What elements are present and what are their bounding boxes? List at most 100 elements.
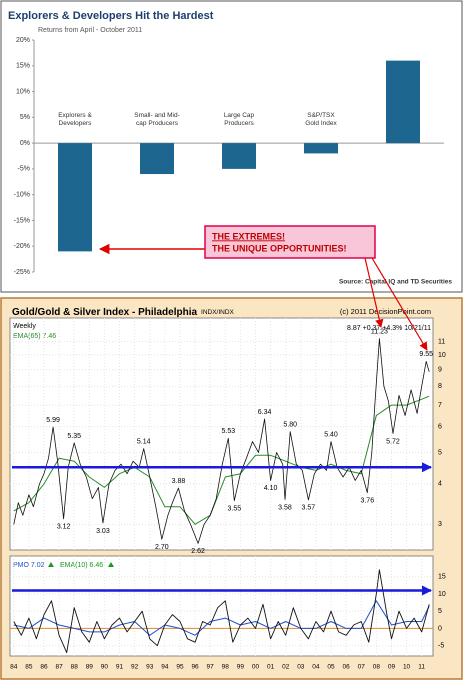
callout-arrow [364,257,384,328]
price-annotation: 11.23 [371,328,388,335]
pmo-panel [9,555,434,657]
price-annotation: 3.76 [360,497,374,504]
bar [222,143,256,169]
category-label: S&P/TSX [307,112,335,119]
price-annotation: 9.55 [419,351,433,358]
x-tick-label: 93 [146,664,154,671]
ema-line [13,395,430,525]
x-tick-label: 11 [418,664,425,671]
y-tick-label: 9 [438,367,442,374]
y-tick-label: 7 [438,402,442,409]
quote: 8.87 +0.37 +4.3% 10/21/11 [347,325,431,332]
x-tick-label: 97 [207,664,215,671]
y-tick-label: 5 [438,608,442,615]
price-annotation: 2.70 [155,544,169,551]
price-annotation: 3.12 [57,524,71,531]
x-tick-label: 91 [116,664,124,671]
price-annotation: 5.14 [137,438,151,445]
category-label: Small- and Mid- [134,112,180,119]
x-tick-label: 08 [373,664,381,671]
category-label: Gold Index [305,120,337,127]
bar-title: Explorers & Developers Hit the Hardest [8,10,214,22]
stock-title: Gold/Gold & Silver Index - Philadelphia I… [12,307,235,318]
y-tick-label: 15 [438,574,446,581]
x-tick-label: 02 [282,664,290,671]
x-tick-label: 89 [86,664,94,671]
stock-title-text: Gold/Gold & Silver Index - Philadelphia [12,307,197,318]
x-tick-label: 07 [358,664,366,671]
y-tick-label: 10 [438,352,446,359]
bar [386,60,420,144]
period: Weekly [13,323,36,330]
y-tick-label: -20% [14,243,30,250]
bar-plot: -25% -20% -15% -10% -5% 0% 5% 10% 15% 20% Explorer… [14,37,444,276]
x-tick-label: 05 [327,664,335,671]
x-tick-label: 88 [71,664,79,671]
category-label: cap Producers [136,120,179,127]
category-label: Large Cap [224,112,255,119]
y-tick-label: 0% [20,140,30,147]
source: Source: Capital IQ and TD Securities [339,279,452,286]
signal-line [13,600,430,636]
x-tick-label: 84 [10,664,18,671]
x-tick-label: 98 [222,664,230,671]
category-label: Explorers & [58,112,92,119]
y-tick-label: -5 [438,642,444,649]
price-annotation: 5.40 [324,431,338,438]
price-annotation: 3.55 [228,505,242,512]
pmo-line [13,569,430,654]
x-tick-label: 96 [191,664,199,671]
x-tick-label: 95 [176,664,184,671]
x-tick-label: 09 [388,664,396,671]
callout-box [204,225,376,259]
x-tick-label: 87 [55,664,63,671]
up-arrow-icon [48,562,54,567]
x-tick-label: 03 [297,664,305,671]
stock-plot: 84 85 86 87 88 89 90 91 92 93 94 95 96 97 98 99 00 01 02 03… [10,318,446,671]
x-tick-label: 04 [312,664,320,671]
callout-line: THE EXTREMES! [212,231,285,241]
bar [58,143,92,252]
y-tick-label: 10 [438,591,446,598]
x-tick-label: 90 [101,664,109,671]
signal-legend: EMA(10) 6.46 [60,562,103,569]
y-tick-label: -15% [14,217,30,224]
y-tick-label: -5% [18,166,30,173]
price-annotation: 5.35 [67,433,81,440]
x-tick-label: 01 [267,664,275,671]
price-line [13,338,430,544]
x-tick-label: 92 [131,664,139,671]
price-annotation: 5.72 [386,438,400,445]
price-annotation: 6.34 [258,409,272,416]
price-annotation: 3.58 [278,504,292,511]
y-tick-label: 6 [438,424,442,431]
y-tick-label: 4 [438,481,442,488]
price-annotation: 2.62 [191,548,205,555]
y-tick-label: 15% [16,63,30,70]
y-tick-label: -25% [14,269,30,276]
bar [140,143,174,175]
y-tick-label: 8 [438,383,442,390]
x-tick-label: 00 [252,664,260,671]
y-tick-label: -10% [14,192,30,199]
y-tick-label: 5 [438,449,442,456]
bar [304,143,338,154]
y-tick-label: 10% [16,88,30,95]
price-annotation: 5.99 [46,417,60,424]
price-annotation: 3.88 [172,478,186,485]
x-tick-label: 06 [343,664,351,671]
callout: THE EXTREMES! THE UNIQUE OPPORTUNITIES! [98,225,428,351]
price-annotation: 5.80 [283,421,297,428]
price-annotation: 3.03 [96,528,110,535]
x-tick-label: 85 [25,664,33,671]
x-tick-label: 94 [161,664,169,671]
price-annotation: 4.10 [264,485,278,492]
x-tick-label: 86 [40,664,48,671]
y-tick-label: 20% [16,37,30,44]
category-label: Producers [224,120,254,127]
x-tick-label: 10 [403,664,411,671]
ema-legend: EMA(65) 7.46 [13,333,56,340]
x-tick-label: 99 [237,664,245,671]
y-tick-label: 5% [20,114,30,121]
